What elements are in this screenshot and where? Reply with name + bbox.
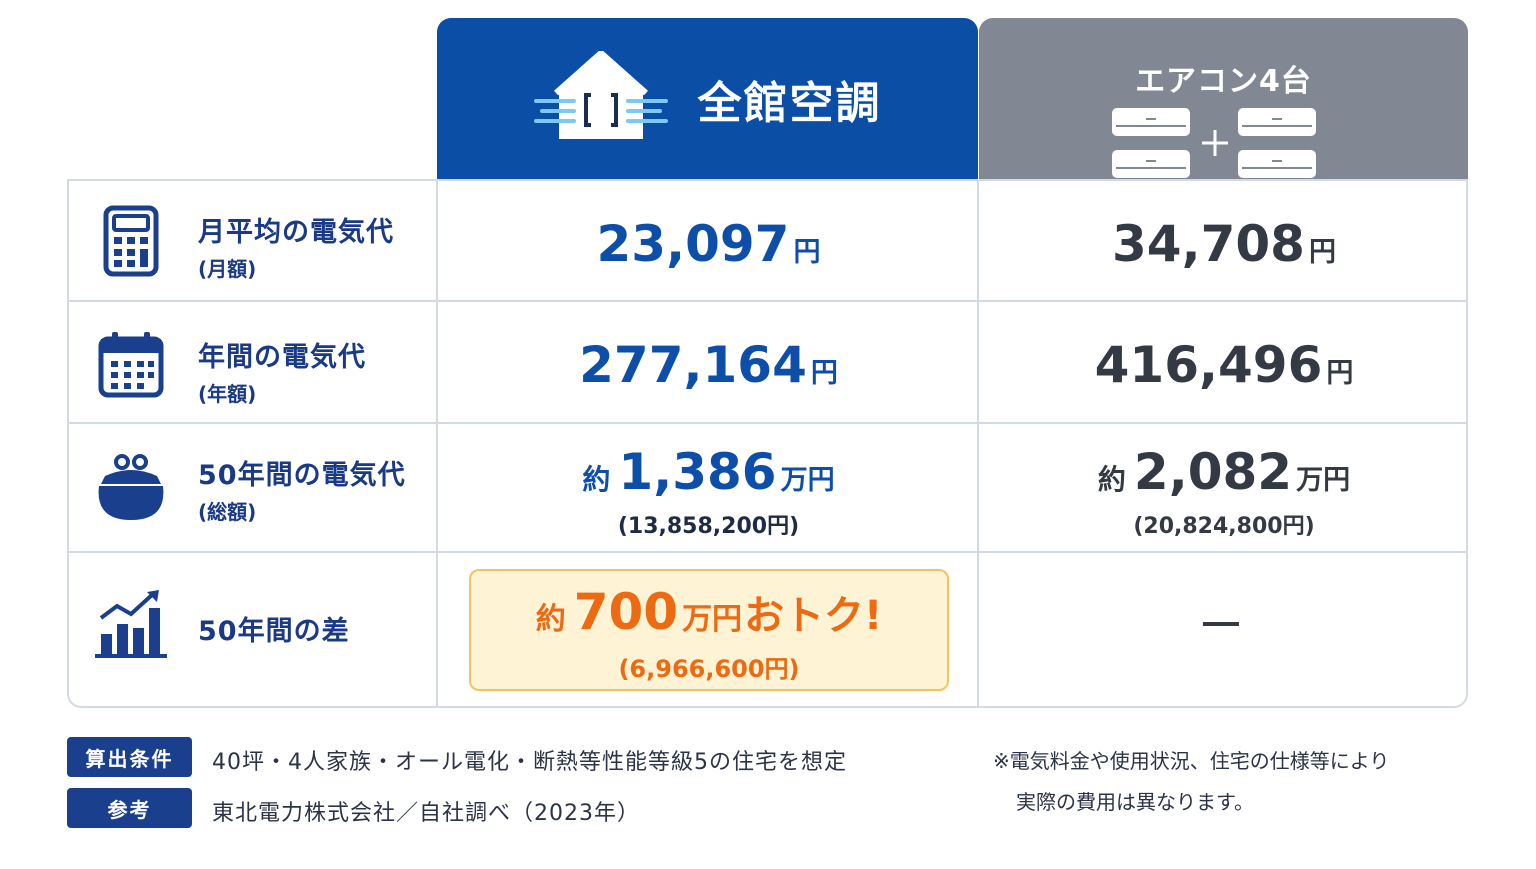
- calculator-icon: [95, 205, 167, 277]
- value-unit: 円: [1326, 358, 1354, 389]
- column-divider: [977, 179, 979, 708]
- row-label-annual: 年間の電気代 (年額): [198, 335, 366, 407]
- no-value-dash: [1203, 622, 1239, 626]
- row-divider: [67, 551, 1468, 553]
- annual-value-whole-house: 277,164 円: [439, 336, 978, 394]
- disclaimer-line-2: 実際の費用は異なります。: [1016, 790, 1254, 814]
- row-label-sub: (総額): [198, 500, 257, 524]
- savings-amount: 約 700 万円おトク!: [471, 583, 947, 641]
- monthly-value-whole-house: 23,097 円: [439, 215, 978, 273]
- air-conditioner-units-icon: [1112, 106, 1318, 182]
- reference-tag: 参考: [67, 788, 192, 828]
- savings-highlight-box: 約 700 万円おトク! (6,966,600円): [469, 569, 949, 691]
- comparison-table: [67, 179, 1468, 708]
- value-number: 34,708: [1112, 215, 1305, 273]
- row-label-text: 月平均の電気代: [198, 217, 394, 248]
- row-label-difference: 50年間の差: [198, 609, 350, 648]
- value-unit: 万円: [780, 465, 835, 496]
- value-number: 277,164: [579, 336, 807, 394]
- calendar-icon: [95, 328, 167, 400]
- coin-purse-icon: [95, 452, 167, 524]
- row-label-sub: (月額): [198, 257, 257, 281]
- row-divider: [67, 422, 1468, 424]
- total-value-ac: 約 2,082 万円: [980, 443, 1468, 501]
- conditions-tag: 算出条件: [67, 737, 192, 777]
- row-label-text: 年間の電気代: [198, 342, 366, 373]
- header-whole-house-ac: 全館空調: [437, 18, 978, 179]
- savings-detail: (6,966,600円): [618, 655, 800, 683]
- savings-tail: おトク!: [744, 593, 883, 639]
- value-number: 416,496: [1094, 336, 1323, 394]
- column-divider: [436, 179, 438, 708]
- disclaimer-line-1: ※電気料金や使用状況、住宅の仕様等により: [993, 749, 1390, 773]
- value-number: 1,386: [618, 443, 777, 501]
- value-number: 23,097: [596, 215, 790, 273]
- value-prefix: 約: [1097, 463, 1126, 496]
- house-ac-icon: [533, 49, 668, 147]
- value-prefix: 約: [582, 463, 611, 496]
- value-number: 700: [573, 583, 679, 641]
- conditions-text: 40坪・4人家族・オール電化・断熱等性能等級5の住宅を想定: [212, 750, 847, 775]
- value-unit: 円: [810, 358, 838, 389]
- value-unit: 万円: [1296, 465, 1351, 496]
- growth-chart-icon: [95, 588, 167, 660]
- total-value-whole-house: 約 1,386 万円: [439, 443, 978, 501]
- value-unit: 円: [793, 237, 821, 268]
- annual-value-ac: 416,496 円: [980, 336, 1468, 394]
- total-detail-ac: (20,824,800円): [1133, 514, 1315, 539]
- header-air-conditioners: エアコン4台: [979, 18, 1468, 179]
- header-title-ac: エアコン4台: [1135, 64, 1312, 99]
- value-unit: 万円: [682, 602, 743, 637]
- row-label-sub: (年額): [198, 382, 257, 406]
- total-detail-whole-house: (13,858,200円): [617, 514, 800, 539]
- header-title-whole-house: 全館空調: [697, 77, 882, 129]
- row-label-text: 50年間の差: [198, 616, 350, 647]
- row-label-monthly: 月平均の電気代 (月額): [198, 210, 394, 282]
- value-unit: 円: [1308, 237, 1336, 268]
- value-number: 2,082: [1133, 443, 1293, 501]
- row-divider: [67, 300, 1468, 302]
- value-prefix: 約: [535, 602, 566, 637]
- row-label-50years: 50年間の電気代 (総額): [198, 453, 406, 525]
- row-label-text: 50年間の電気代: [198, 460, 406, 491]
- monthly-value-ac: 34,708 円: [980, 215, 1468, 273]
- reference-text: 東北電力株式会社／自社調べ（2023年）: [212, 801, 640, 826]
